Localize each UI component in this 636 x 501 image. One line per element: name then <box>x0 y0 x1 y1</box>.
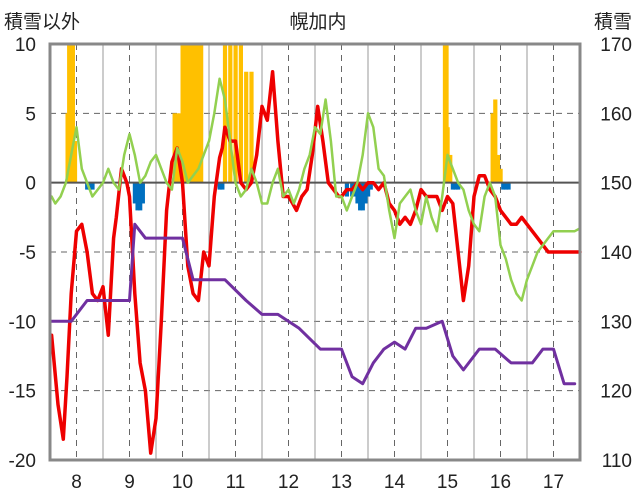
bar-orange <box>244 71 249 183</box>
bar-orange <box>191 44 196 183</box>
bar-blue <box>456 182 461 190</box>
bar-blue <box>506 182 511 190</box>
left-tick-label: -15 <box>9 382 36 403</box>
x-tick-label: 11 <box>226 472 246 493</box>
left-tick-label: -5 <box>19 243 36 264</box>
bar-orange <box>177 113 183 183</box>
bar-orange <box>193 44 198 183</box>
x-tick-label: 15 <box>437 472 458 493</box>
bar-orange <box>185 44 190 183</box>
bar-orange <box>228 44 233 183</box>
bar-blue <box>358 182 363 211</box>
left-tick-label: -20 <box>9 451 36 472</box>
x-tick-label: 10 <box>172 472 193 493</box>
bar-blue <box>220 182 225 190</box>
chart-title: 幌加内 <box>289 11 346 33</box>
bar-orange <box>233 44 238 183</box>
bar-orange <box>70 44 75 183</box>
plot-frame <box>48 42 582 462</box>
bar-orange <box>222 44 228 183</box>
bar-orange <box>444 44 449 183</box>
x-tick-label: 9 <box>124 472 135 493</box>
bar-blue <box>363 182 368 204</box>
x-tick-label: 8 <box>71 472 82 493</box>
bar-orange <box>72 141 78 183</box>
bar-blue <box>450 182 455 190</box>
right-tick-label: 160 <box>600 104 632 125</box>
bar-orange <box>180 44 185 183</box>
bar-orange <box>490 113 495 183</box>
x-tick-label: 12 <box>278 472 299 493</box>
bar-orange <box>172 113 177 183</box>
bar-blue <box>355 182 360 204</box>
bar-blue <box>138 182 143 211</box>
x-tick-label: 13 <box>331 472 352 493</box>
bar-orange <box>249 71 254 183</box>
series-lines <box>49 69 582 455</box>
x-tick-label: 16 <box>490 472 511 493</box>
x-tick-labels: 8 9 10 11 12 13 14 15 16 17 <box>71 472 564 493</box>
bar-orange <box>448 154 453 183</box>
bar-blue <box>132 182 137 204</box>
bar-orange <box>493 99 498 183</box>
precipitation-bars <box>50 44 580 211</box>
bar-blue <box>135 182 140 211</box>
bar-blue <box>453 182 458 190</box>
bar-blue <box>217 182 222 190</box>
left-tick-label: 5 <box>25 104 36 125</box>
right-tick-label: 170 <box>600 35 632 56</box>
right-tick-label: 150 <box>600 174 632 195</box>
bar-orange <box>183 44 188 183</box>
bar-blue <box>366 182 371 197</box>
x-tick-label: 14 <box>384 472 406 493</box>
bar-orange <box>498 168 503 183</box>
right-tick-label: 110 <box>602 451 632 472</box>
bar-orange <box>238 44 243 183</box>
bar-orange <box>67 44 72 183</box>
bar-orange <box>495 154 501 183</box>
bar-blue <box>360 182 365 211</box>
bar-orange <box>196 44 201 183</box>
left-tick-label: -10 <box>9 312 36 333</box>
axes <box>48 42 582 462</box>
right-axis-label: 積雪 <box>594 11 632 33</box>
left-tick-label: 0 <box>25 174 36 195</box>
bar-blue <box>503 182 508 190</box>
bar-blue <box>90 182 95 190</box>
left-tick-labels: 10 5 0 -5 -10 -15 -20 <box>9 35 36 472</box>
bar-blue <box>87 182 92 190</box>
bar-orange <box>188 44 193 183</box>
left-axis-label: 積雪以外 <box>4 11 80 33</box>
bar-blue <box>501 182 506 190</box>
left-tick-label: 10 <box>15 35 36 56</box>
bar-orange <box>199 44 204 183</box>
series-line-purple <box>50 222 577 386</box>
bar-blue <box>140 182 145 204</box>
right-tick-label: 120 <box>600 382 632 403</box>
right-tick-label: 140 <box>600 243 632 264</box>
bar-blue <box>368 182 373 190</box>
x-tick-label: 17 <box>543 472 564 493</box>
right-tick-labels: 170 160 150 140 130 120 110 <box>600 35 632 472</box>
right-tick-label: 130 <box>600 312 632 333</box>
series-line-green <box>50 77 582 302</box>
